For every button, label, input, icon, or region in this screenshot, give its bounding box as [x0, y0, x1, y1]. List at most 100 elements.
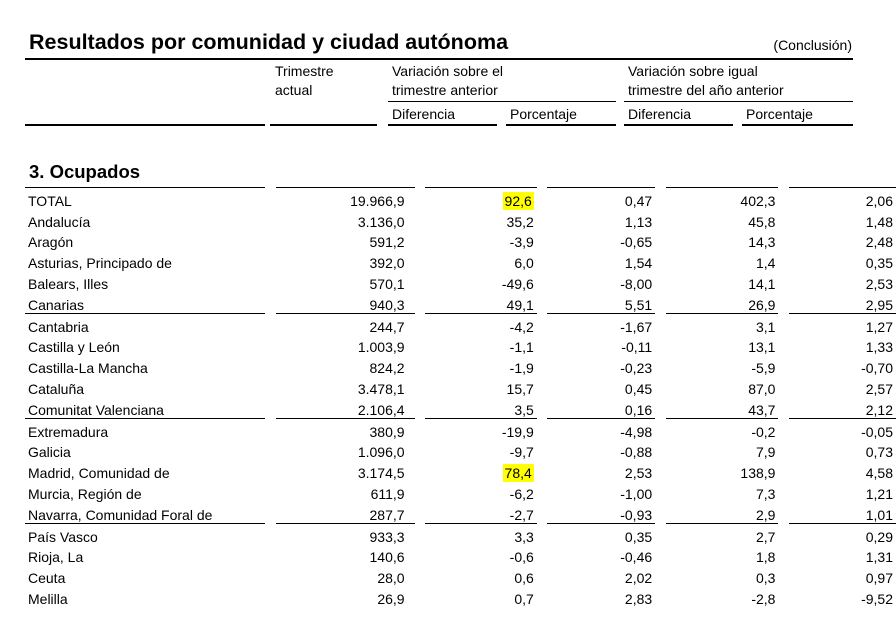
column-gap: [265, 335, 276, 356]
dif-trim-cell: 3,3: [425, 522, 537, 545]
pct-anual-cell: 2,06: [789, 186, 896, 209]
actual-cell: 244,7: [275, 312, 415, 335]
region-name-cell: Galicia: [28, 444, 71, 461]
column-gap: [415, 271, 426, 292]
column-gap: [778, 545, 789, 566]
table-row: Castilla-La Mancha 824,2 -1,9 -0,23 -5,9 -0,7…: [25, 355, 896, 376]
actual-cell: 19.966,9: [275, 186, 415, 209]
dif-anual-cell: 1,8: [756, 549, 776, 566]
dif-anual-cell: 1,4: [756, 255, 776, 272]
column-gap: [537, 188, 548, 209]
dif-trim-cell: 15,7: [506, 380, 534, 397]
dif-anual-cell: 7,9: [756, 444, 776, 461]
pct-trim-cell: -0,88: [620, 444, 653, 461]
header-rule-name: [25, 124, 265, 126]
table-row: Extremadura 380,9 -19,9 -4,98 -0,2 -0,05: [25, 417, 896, 440]
pct-anual-cell: 0,29: [789, 522, 896, 545]
dif-anual-cell: 0,3: [756, 570, 776, 587]
column-gap: [265, 292, 276, 313]
pct-trim-cell: -0,65: [620, 234, 653, 251]
column-gap: [778, 230, 789, 251]
dif-trim-cell: 92,6: [425, 186, 537, 210]
column-gap: [655, 355, 666, 376]
column-gap: [537, 586, 548, 607]
header-rule-dif-trim: [388, 124, 497, 126]
dif-anual-cell: 26,9: [748, 296, 776, 313]
actual-cell: 26,9: [377, 590, 405, 607]
dif-trim-cell: 78,4: [425, 460, 537, 483]
column-gap: [265, 250, 276, 271]
column-gap: [537, 523, 548, 544]
actual-cell: 824,2: [369, 360, 405, 377]
region-name-cell: Cantabria: [25, 312, 266, 335]
pct-anual-cell: 1,21: [865, 485, 893, 502]
column-gap: [778, 523, 789, 544]
table-row: Galicia 1.096,0 -9,7 -0,88 7,9 0,73: [25, 440, 896, 461]
pct-trim-cell: 2,83: [624, 590, 653, 607]
pct-trim-cell: 1,54: [624, 255, 653, 272]
pct-trim-cell: -0,11: [621, 339, 653, 356]
dif-anual-cell: -0,2: [665, 417, 779, 440]
table-row: Balears, Illes 570,1 -49,6 -8,00 14,1 2,53: [25, 271, 896, 292]
pct-anual-cell: 0,97: [865, 570, 893, 587]
dif-trim-cell: -0,6: [509, 549, 534, 566]
column-gap: [778, 292, 789, 313]
pct-trim-cell: -0,93: [620, 506, 653, 523]
dif-trim-cell: -3,9: [509, 234, 534, 251]
highlighted-value: 78,4: [502, 464, 534, 483]
table-row: Madrid, Comunidad de 3.174,5 78,4 2,53 138,9…: [25, 460, 896, 483]
header-rule-pct-anual: [742, 124, 853, 126]
column-gap: [778, 376, 789, 397]
column-gap: [655, 188, 666, 209]
column-gap: [415, 418, 426, 439]
table-row: Murcia, Región de 611,9 -6,2 -1,00 7,3 1,21: [25, 481, 896, 502]
table-row: Andalucía 3.136,0 35,2 1,13 45,8 1,48: [25, 209, 896, 230]
column-gap: [778, 460, 789, 481]
actual-cell: 3.478,1: [357, 380, 405, 397]
header-rule-pct-trim: [506, 124, 616, 126]
pct-anual-cell: -9,52: [861, 590, 893, 607]
dif-anual-cell: 7,3: [756, 485, 776, 502]
region-name-cell: Murcia, Región de: [28, 485, 142, 502]
actual-cell: 3.136,0: [357, 213, 405, 230]
pct-anual-cell: -0,70: [861, 360, 893, 377]
ocupados-table: TOTAL 19.966,9 92,6 0,47 402,3 2,06 Andalucía 3…: [25, 186, 896, 607]
actual-cell: 2.106,4: [357, 401, 405, 418]
column-gap: [778, 481, 789, 502]
highlighted-value: 92,6: [502, 191, 534, 210]
actual-cell: 940,3: [369, 296, 405, 313]
column-gap: [415, 209, 426, 230]
column-gap: [415, 313, 426, 334]
region-name-cell: País Vasco: [25, 522, 266, 545]
column-gap: [265, 545, 276, 566]
region-name-cell: Comunitat Valenciana: [28, 401, 164, 418]
column-gap: [778, 335, 789, 356]
column-gap: [415, 292, 426, 313]
column-gap: [265, 376, 276, 397]
column-gap: [778, 586, 789, 607]
table-row: Comunitat Valenciana 2.106,4 3,5 0,16 43,7 2,…: [25, 397, 896, 418]
column-gap: [265, 271, 276, 292]
column-gap: [537, 313, 548, 334]
pct-trim-cell: 0,16: [624, 401, 653, 418]
region-name-cell: Extremadura: [25, 417, 266, 440]
table-row: Canarias 940,3 49,1 5,51 26,9 2,95: [25, 292, 896, 313]
region-name-cell: Melilla: [28, 590, 68, 607]
conclusion-note: (Conclusión): [773, 37, 852, 53]
dif-anual-cell: 87,0: [748, 380, 776, 397]
dif-trim-cell: 3,5: [514, 401, 534, 418]
region-name-cell: Cataluña: [28, 380, 85, 397]
actual-cell: 591,2: [369, 234, 405, 251]
table-row: Ceuta 28,0 0,6 2,02 0,3 0,97: [25, 565, 896, 586]
column-gap: [415, 481, 426, 502]
pct-anual-cell: 1,31: [865, 549, 893, 566]
column-gap: [655, 313, 666, 334]
pct-trim-cell: -1,67: [547, 312, 656, 335]
column-gap: [265, 209, 276, 230]
column-gap: [655, 292, 666, 313]
section-title: 3. Ocupados: [29, 161, 141, 182]
region-name-cell: Andalucía: [28, 213, 91, 230]
column-gap: [415, 523, 426, 544]
table-row: Castilla y León 1.003,9 -1,1 -0,11 13,1 1,33: [25, 335, 896, 356]
pct-trim-cell: -0,46: [620, 549, 653, 566]
